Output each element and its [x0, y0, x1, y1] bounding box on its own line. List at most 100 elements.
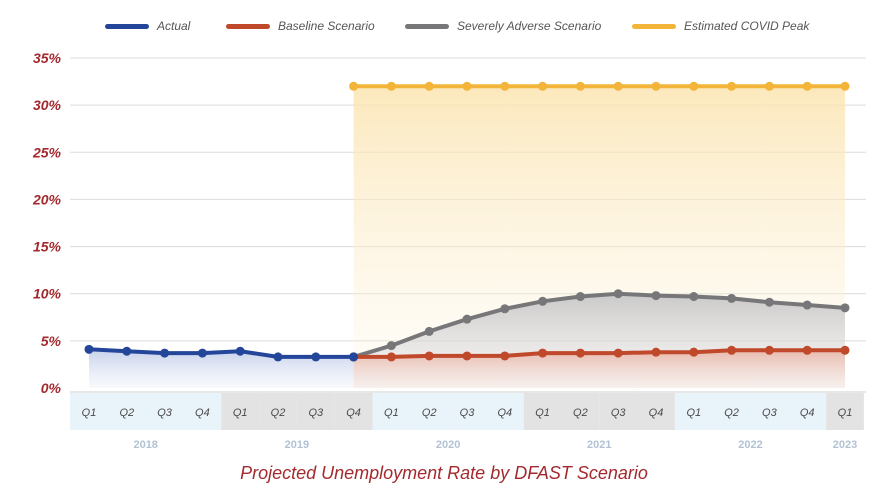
point-baseline-scenario [386, 352, 396, 362]
legend-label-baseline: Baseline Scenario [278, 19, 375, 33]
legend-swatch-baseline [226, 23, 270, 29]
series-baseline-scenario [349, 345, 850, 362]
quarter-label: Q2 [573, 407, 588, 419]
point-estimated-covid-peak [764, 81, 774, 91]
quarter-cell [674, 393, 713, 430]
legend-swatch-actual [105, 23, 149, 29]
legend-swatch-severely-adverse [405, 23, 449, 29]
point-baseline-scenario [651, 347, 661, 357]
quarter-label: Q2 [119, 407, 134, 419]
point-severely-adverse-scenario [689, 292, 699, 302]
legend: Actual Baseline Scenario Severely Advers… [0, 19, 888, 39]
quarter-cell [145, 393, 184, 430]
quarter-cell [788, 393, 827, 430]
quarter-cell [70, 393, 108, 430]
point-severely-adverse-scenario [575, 292, 585, 302]
year-label: 2023 [833, 439, 857, 451]
point-severely-adverse-scenario [538, 296, 548, 306]
line-actual [87, 347, 356, 359]
point-baseline-scenario [575, 348, 585, 358]
point-baseline-scenario [500, 351, 510, 361]
y-tick-label: 20% [32, 191, 62, 207]
legend-item-actual: Actual [105, 19, 190, 33]
quarter-label: Q2 [422, 407, 437, 419]
quarter-cell [372, 393, 411, 430]
quarter-label: Q1 [838, 407, 853, 419]
quarter-label: Q1 [82, 407, 97, 419]
point-baseline-scenario [424, 351, 434, 361]
point-baseline-scenario [689, 347, 699, 357]
point-estimated-covid-peak [386, 81, 396, 91]
point-actual [273, 352, 283, 362]
quarter-label: Q2 [724, 407, 739, 419]
point-severely-adverse-scenario [424, 326, 434, 336]
point-estimated-covid-peak [651, 81, 661, 91]
area-actual [89, 349, 354, 388]
quarter-label: Q3 [308, 407, 324, 419]
x-axis: Q1 Q2 Q3 Q4 Q1 Q2 Q3 Q4 Q1 Q2 Q3 Q4 Q1 Q2 Q3 Q4 Q1 Q2 Q3 Q4… [70, 393, 864, 451]
quarter-cell [183, 393, 222, 430]
quarter-label: Q3 [460, 407, 476, 419]
y-axis: 0% 5% 10% 15% 20% 25% 30% 35% [32, 50, 62, 396]
year-label: 2022 [738, 439, 762, 451]
quarter-cell [637, 393, 675, 430]
quarter-label: Q1 [686, 407, 701, 419]
y-tick-label: 35% [33, 50, 62, 66]
legend-swatch-covid-peak [632, 23, 676, 29]
point-severely-adverse-scenario [727, 293, 737, 303]
point-severely-adverse-scenario [840, 303, 850, 313]
point-severely-adverse-scenario [462, 314, 472, 324]
quarter-cell [712, 393, 751, 430]
quarter-label: Q4 [346, 407, 361, 419]
quarter-cell [296, 393, 335, 430]
line-severely-adverse-scenario [351, 291, 847, 359]
point-estimated-covid-peak [613, 81, 623, 91]
point-actual [197, 348, 207, 358]
chart-title: Projected Unemployment Rate by DFAST Sce… [240, 463, 648, 483]
point-severely-adverse-scenario [651, 291, 661, 301]
year-label: 2018 [133, 439, 157, 451]
quarter-label: Q2 [271, 407, 286, 419]
quarter-cell [826, 393, 864, 430]
y-tick-label: 5% [41, 333, 62, 349]
line-baseline-scenario [351, 348, 847, 359]
point-baseline-scenario [613, 348, 623, 358]
y-tick-label: 25% [32, 144, 62, 160]
year-label: 2021 [587, 439, 611, 451]
point-estimated-covid-peak [689, 81, 699, 91]
quarter-cell [221, 393, 260, 430]
quarter-cell [485, 393, 524, 430]
legend-label-actual: Actual [157, 19, 191, 33]
point-severely-adverse-scenario [386, 341, 396, 351]
point-estimated-covid-peak [727, 81, 737, 91]
point-baseline-scenario [764, 345, 774, 355]
quarter-label: Q1 [384, 407, 399, 419]
point-estimated-covid-peak [840, 81, 850, 91]
series-lines [84, 81, 850, 362]
point-estimated-covid-peak [500, 81, 510, 91]
legend-item-baseline: Baseline Scenario [226, 19, 375, 33]
y-tick-label: 0% [41, 380, 62, 396]
quarter-label: Q1 [233, 407, 248, 419]
quarter-label: Q3 [611, 407, 627, 419]
quarter-label: Q3 [762, 407, 778, 419]
legend-label-severely-adverse: Severely Adverse Scenario [457, 19, 602, 33]
point-estimated-covid-peak [538, 81, 548, 91]
y-tick-label: 30% [33, 97, 62, 113]
point-actual [84, 344, 94, 354]
quarter-cell [599, 393, 638, 430]
point-actual [311, 352, 321, 362]
point-actual [122, 346, 132, 356]
y-tick-label: 10% [33, 286, 62, 302]
area-fills [89, 86, 845, 389]
point-baseline-scenario [538, 348, 548, 358]
quarter-label: Q1 [535, 407, 550, 419]
legend-item-severely-adverse: Severely Adverse Scenario [405, 19, 601, 33]
point-severely-adverse-scenario [500, 304, 510, 314]
quarter-label: Q4 [800, 407, 815, 419]
quarter-cell [750, 393, 789, 430]
year-label: 2020 [436, 439, 460, 451]
quarter-label: Q4 [497, 407, 512, 419]
y-tick-label: 15% [33, 239, 62, 255]
